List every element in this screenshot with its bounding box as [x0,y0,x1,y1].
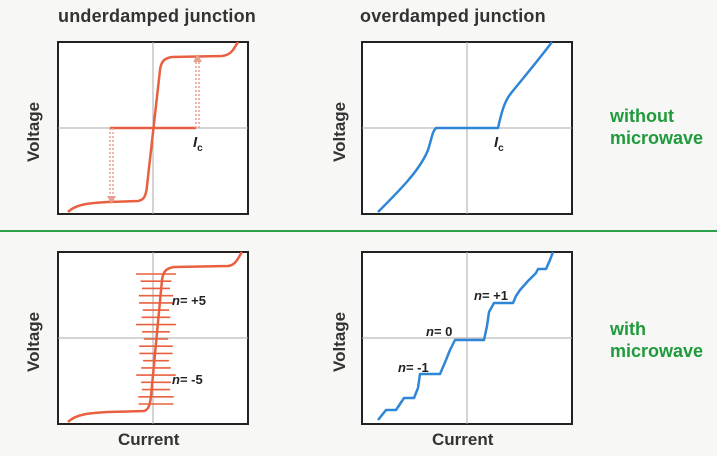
n-symbol: n [474,288,482,303]
title-overdamped: overdamped junction [360,6,546,26]
n-symbol: n [426,324,434,339]
n-value: = +1 [482,288,508,303]
n-minus5-label: n= -5 [172,372,203,387]
n-value: = -5 [180,372,203,387]
ic-main-text: I [494,134,499,151]
n-symbol: n [172,372,180,387]
underdamped-mw-curve [67,251,244,423]
ic-main-text: I [193,134,198,151]
title-underdamped: underdamped junction [58,6,257,26]
underdamped-switch-dotted [109,58,200,200]
section-divider [0,230,717,232]
shapiro-step-bars [136,273,176,405]
n-plus5-label: n= +5 [172,293,206,308]
xlabel-left: Current [118,430,180,449]
label-microwave-bottom: microwave [610,341,704,361]
arrow-up-icon [193,54,202,62]
overdamped-iv-curve [377,41,553,213]
n-value: = 0 [434,324,452,339]
n-value: = -1 [406,360,429,375]
n-plus1-label: n= +1 [474,288,508,303]
ic-label-overdamped: Ic [494,134,504,154]
ic-label-underdamped: Ic [193,134,203,154]
underdamped-switch-arrows [107,54,202,204]
label-without-microwave: without microwave [610,105,703,149]
n-value: = +5 [180,293,206,308]
n-zero-label: n= 0 [426,324,452,339]
n-symbol: n [398,360,406,375]
ic-subscript-text: c [197,143,203,154]
label-with: with [610,319,646,339]
n-symbol: n [172,293,180,308]
ic-subscript-text: c [498,143,504,154]
label-with-microwave: with microwave [610,318,703,362]
arrow-down-icon [107,196,116,204]
label-without: without [610,106,674,126]
overdamped-mw-staircase [377,251,555,421]
label-microwave-top: microwave [610,128,704,148]
xlabel-right: Current [432,430,494,449]
underdamped-iv-branch-main [67,41,240,213]
underdamped-iv-curve [67,41,240,213]
n-minus1-label: n= -1 [398,360,429,375]
